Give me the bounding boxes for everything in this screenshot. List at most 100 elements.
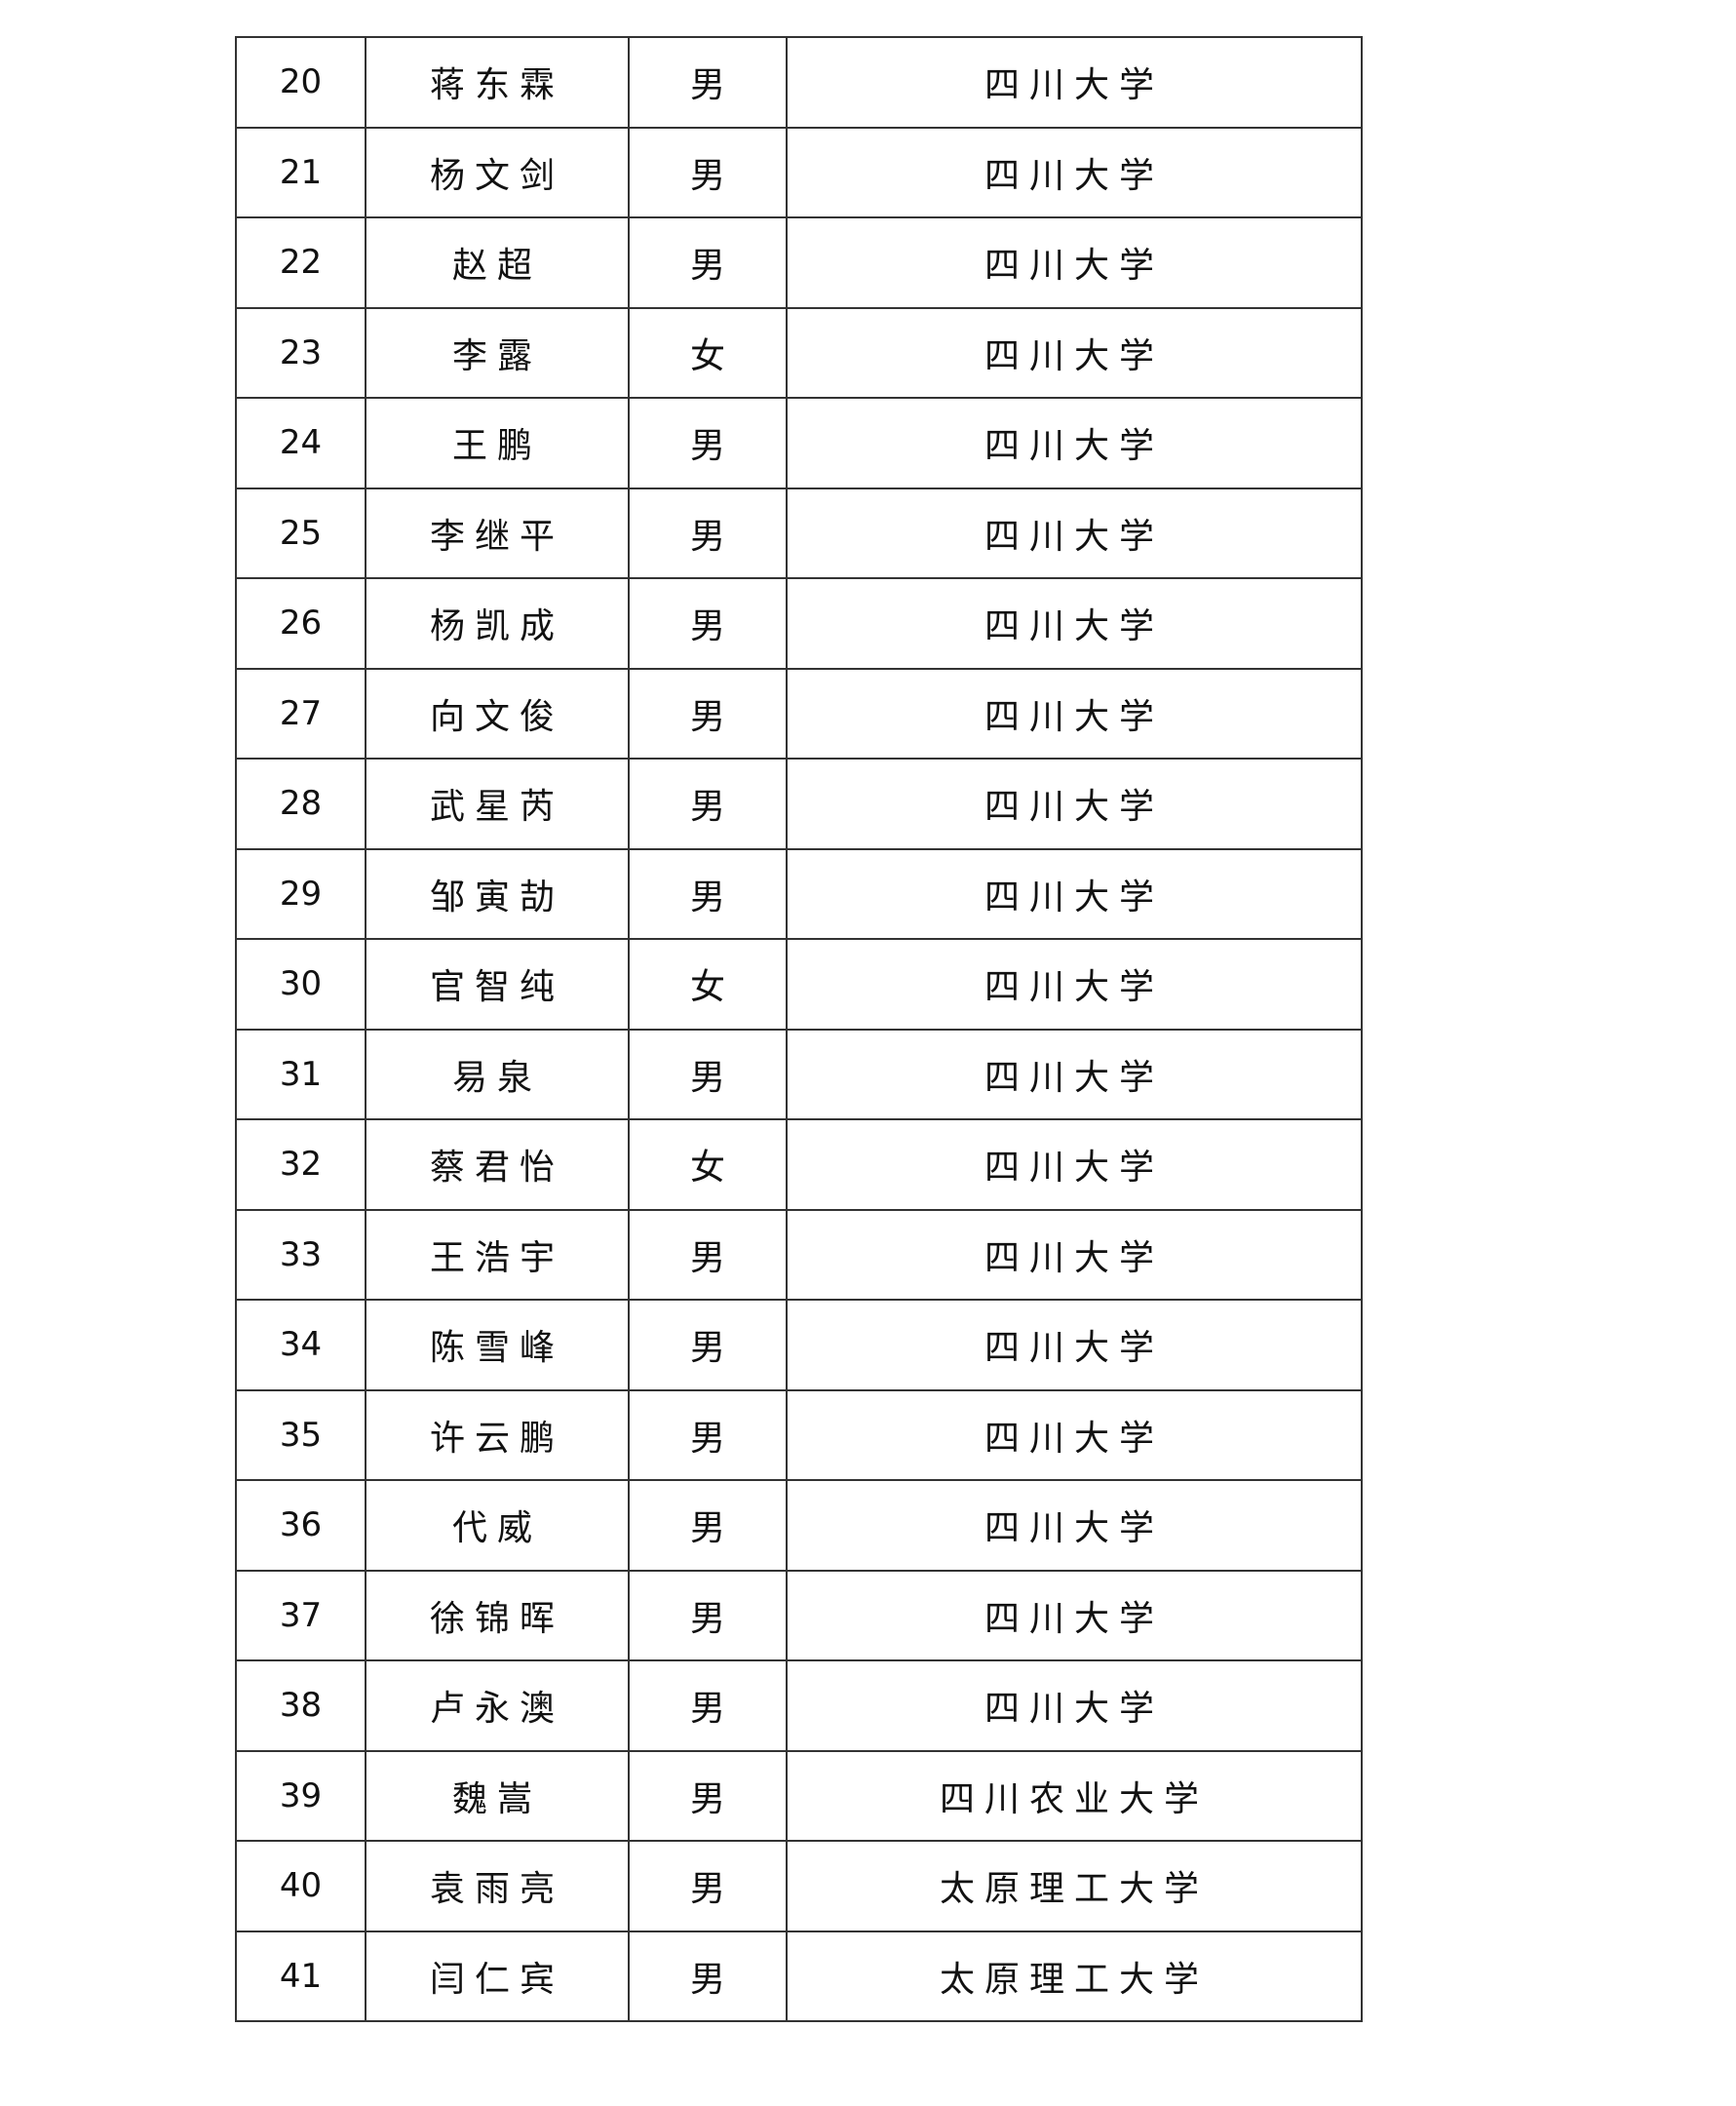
person-name: 蔡君怡 <box>365 1118 630 1211</box>
table-row: 33 王浩宇男四川大学 <box>235 1208 1363 1301</box>
person-name: 徐锦晖 <box>365 1569 630 1661</box>
school-name: 四川大学 <box>786 758 1363 850</box>
school-name: 四川大学 <box>786 847 1363 940</box>
school-name: 四川大学 <box>786 1118 1363 1211</box>
person-name: 官智纯 <box>365 938 630 1031</box>
table-row: 36 代威男四川大学 <box>235 1479 1363 1572</box>
gender: 男 <box>628 1388 788 1481</box>
gender: 男 <box>628 667 788 760</box>
row-number: 36 <box>235 1479 366 1572</box>
person-name: 许云鹏 <box>365 1388 630 1481</box>
row-number: 32 <box>235 1118 366 1211</box>
row-number: 41 <box>235 1930 366 2022</box>
table-row: 38 卢永澳男四川大学 <box>235 1659 1363 1752</box>
row-number: 37 <box>235 1569 366 1661</box>
school-name: 四川大学 <box>786 1299 1363 1391</box>
table-row: 41 闫仁宾男太原理工大学 <box>235 1930 1363 2022</box>
table-row: 31 易泉男四川大学 <box>235 1028 1363 1120</box>
row-number: 38 <box>235 1659 366 1752</box>
gender: 男 <box>628 397 788 489</box>
table-row: 40 袁雨亮男太原理工大学 <box>235 1840 1363 1932</box>
row-number: 29 <box>235 847 366 940</box>
person-name: 蒋东霖 <box>365 36 630 129</box>
school-name: 太原理工大学 <box>786 1840 1363 1932</box>
gender: 男 <box>628 847 788 940</box>
table-row: 27 向文俊男四川大学 <box>235 667 1363 760</box>
gender: 男 <box>628 1659 788 1752</box>
row-number: 23 <box>235 306 366 399</box>
person-name: 卢永澳 <box>365 1659 630 1752</box>
gender: 女 <box>628 306 788 399</box>
table-row: 34 陈雪峰男四川大学 <box>235 1299 1363 1391</box>
table-row: 20 蒋东霖男四川大学 <box>235 36 1363 129</box>
school-name: 四川大学 <box>786 1479 1363 1572</box>
table-row: 25 李继平男四川大学 <box>235 487 1363 579</box>
row-number: 30 <box>235 938 366 1031</box>
school-name: 四川大学 <box>786 667 1363 760</box>
person-name: 代威 <box>365 1479 630 1572</box>
person-name: 陈雪峰 <box>365 1299 630 1391</box>
person-name: 李继平 <box>365 487 630 579</box>
school-name: 四川大学 <box>786 938 1363 1031</box>
row-number: 20 <box>235 36 366 129</box>
table-row: 37 徐锦晖男四川大学 <box>235 1569 1363 1661</box>
gender: 男 <box>628 1208 788 1301</box>
school-name: 四川农业大学 <box>786 1749 1363 1842</box>
person-name: 李露 <box>365 306 630 399</box>
school-name: 四川大学 <box>786 126 1363 218</box>
person-name: 杨文剑 <box>365 126 630 218</box>
roster-body: 20 蒋东霖男四川大学 21 杨文剑男四川大学 22 赵超男四川大学 23 李露女四川大学 24… <box>235 36 1363 2022</box>
row-number: 34 <box>235 1299 366 1391</box>
person-name: 杨凯成 <box>365 577 630 670</box>
roster-table: 20 蒋东霖男四川大学 21 杨文剑男四川大学 22 赵超男四川大学 23 李露女四川大学 24… <box>235 36 1363 2022</box>
person-name: 王鹏 <box>365 397 630 489</box>
table-row: 30 官智纯女四川大学 <box>235 938 1363 1031</box>
gender: 男 <box>628 126 788 218</box>
gender: 男 <box>628 758 788 850</box>
table-row: 29 邹寅劼男四川大学 <box>235 847 1363 940</box>
row-number: 35 <box>235 1388 366 1481</box>
gender: 男 <box>628 1569 788 1661</box>
table-row: 21 杨文剑男四川大学 <box>235 126 1363 218</box>
school-name: 四川大学 <box>786 1388 1363 1481</box>
gender: 男 <box>628 1749 788 1842</box>
person-name: 向文俊 <box>365 667 630 760</box>
gender: 男 <box>628 487 788 579</box>
table-row: 39 魏嵩男四川农业大学 <box>235 1749 1363 1842</box>
row-number: 31 <box>235 1028 366 1120</box>
school-name: 四川大学 <box>786 1569 1363 1661</box>
person-name: 武星芮 <box>365 758 630 850</box>
school-name: 四川大学 <box>786 577 1363 670</box>
row-number: 27 <box>235 667 366 760</box>
row-number: 26 <box>235 577 366 670</box>
row-number: 22 <box>235 216 366 309</box>
school-name: 四川大学 <box>786 216 1363 309</box>
row-number: 39 <box>235 1749 366 1842</box>
school-name: 四川大学 <box>786 397 1363 489</box>
gender: 男 <box>628 577 788 670</box>
school-name: 四川大学 <box>786 487 1363 579</box>
school-name: 四川大学 <box>786 1028 1363 1120</box>
table-row: 22 赵超男四川大学 <box>235 216 1363 309</box>
gender: 男 <box>628 1299 788 1391</box>
table-row: 23 李露女四川大学 <box>235 306 1363 399</box>
school-name: 四川大学 <box>786 306 1363 399</box>
school-name: 四川大学 <box>786 1208 1363 1301</box>
person-name: 袁雨亮 <box>365 1840 630 1932</box>
row-number: 40 <box>235 1840 366 1932</box>
gender: 女 <box>628 1118 788 1211</box>
gender: 男 <box>628 1028 788 1120</box>
person-name: 易泉 <box>365 1028 630 1120</box>
table-row: 32 蔡君怡女四川大学 <box>235 1118 1363 1211</box>
table-row: 24 王鹏男四川大学 <box>235 397 1363 489</box>
row-number: 28 <box>235 758 366 850</box>
person-name: 邹寅劼 <box>365 847 630 940</box>
row-number: 33 <box>235 1208 366 1301</box>
row-number: 21 <box>235 126 366 218</box>
person-name: 魏嵩 <box>365 1749 630 1842</box>
school-name: 太原理工大学 <box>786 1930 1363 2022</box>
person-name: 闫仁宾 <box>365 1930 630 2022</box>
table-row: 35 许云鹏男四川大学 <box>235 1388 1363 1481</box>
gender: 男 <box>628 1840 788 1932</box>
gender: 女 <box>628 938 788 1031</box>
